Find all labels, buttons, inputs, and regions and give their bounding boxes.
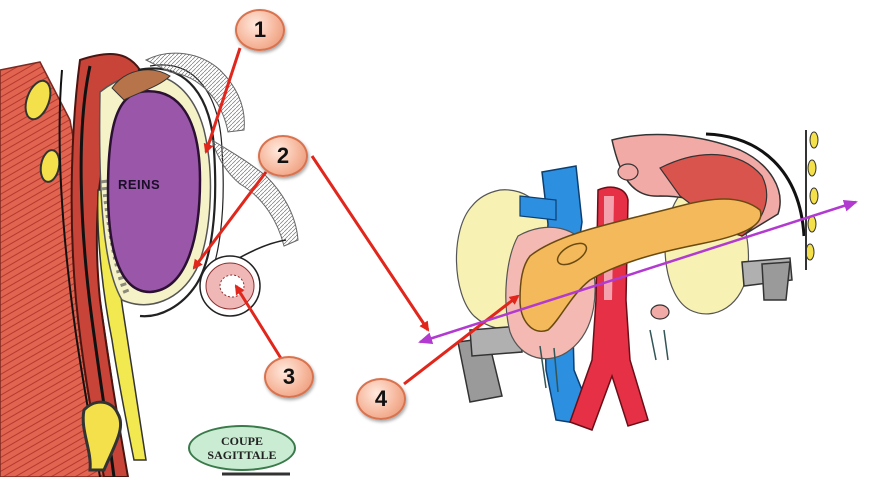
section-plane-line [418,199,858,345]
arrow-2-right [310,155,430,332]
arrow-2-left [192,171,268,270]
marker-1: 1 [235,9,285,51]
arrow-3 [234,284,284,361]
sagittal-section [0,52,299,478]
marker-3: 3 [264,356,314,398]
marker-4: 4 [356,378,406,420]
view-label-line-2: SAGITTALE [207,448,277,462]
anterior-view [455,130,819,431]
marker-2: 2 [258,135,308,177]
arrow-1 [203,47,242,154]
view-label-badge: COUPE SAGITTALE [188,425,296,471]
view-label-line-1: COUPE [221,434,263,448]
kidney-label: REINS [118,177,161,192]
